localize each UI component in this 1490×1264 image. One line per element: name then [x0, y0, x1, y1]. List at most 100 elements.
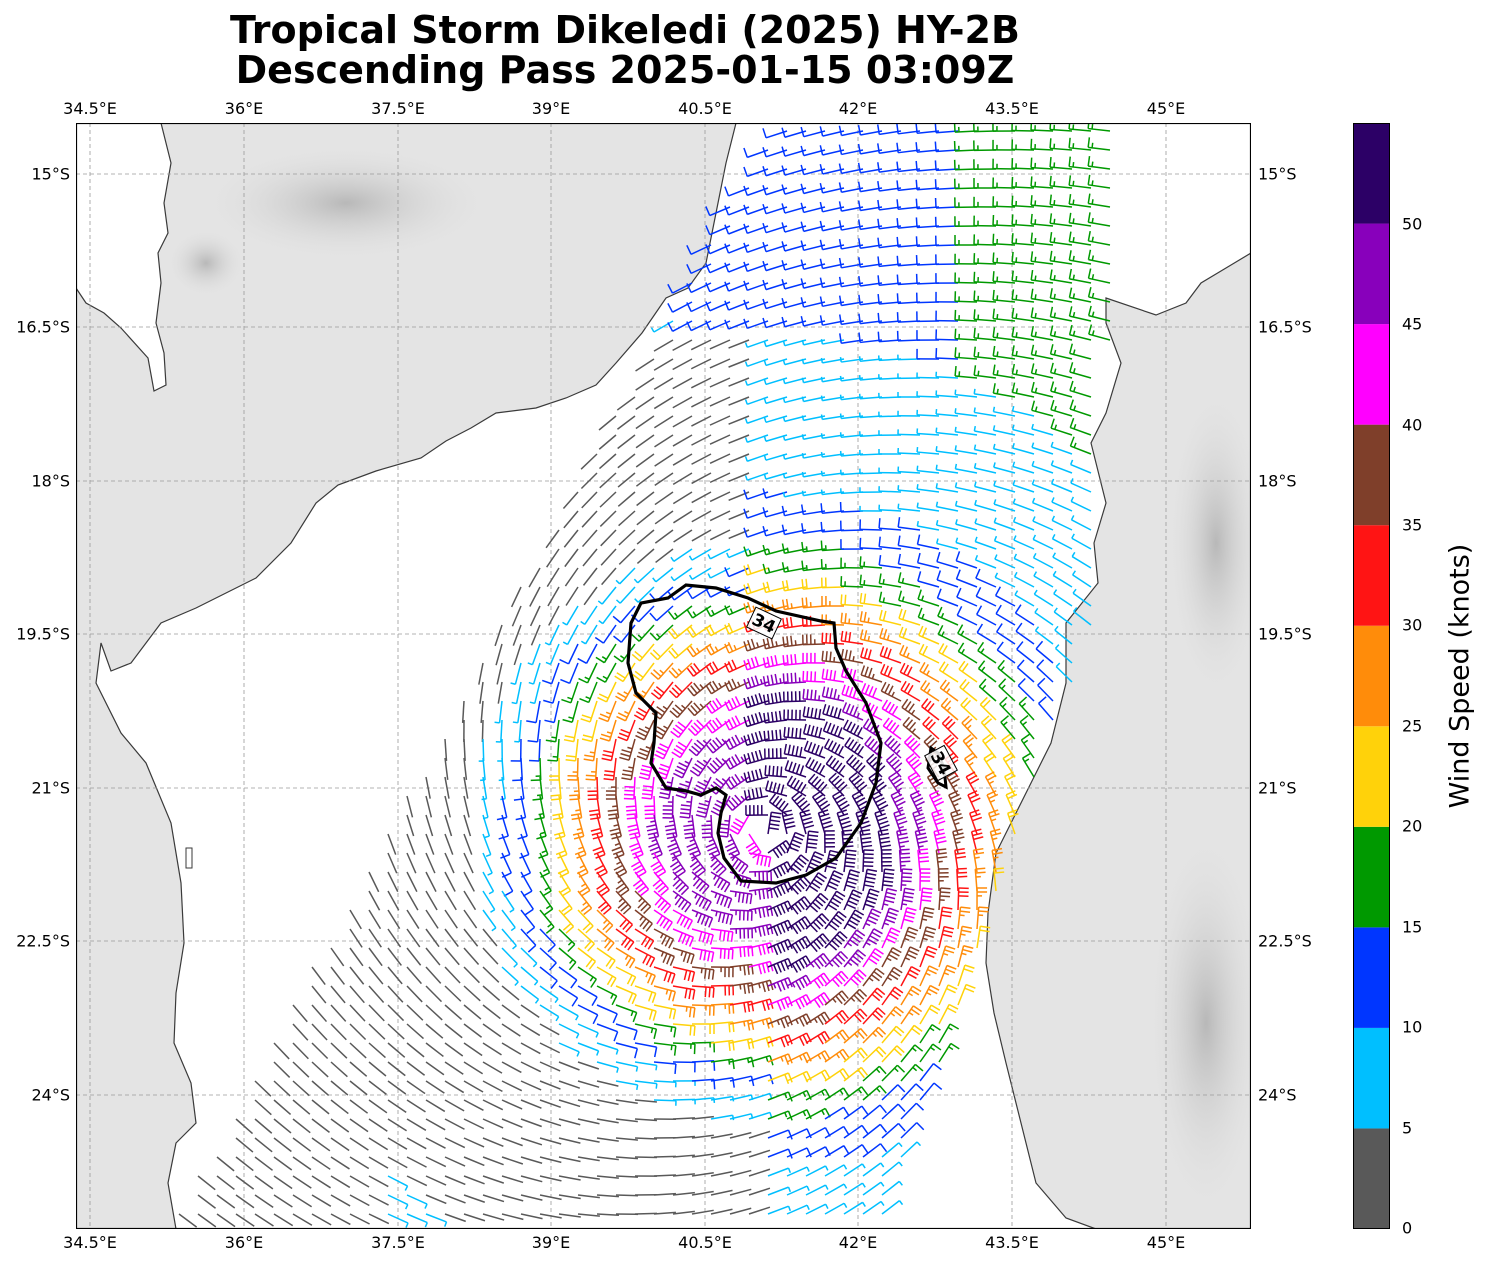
- wind-barb: [368, 909, 382, 930]
- wind-barb-feather: [632, 864, 643, 871]
- wind-barb: [292, 1004, 308, 1023]
- wind-barb-feather: [911, 965, 921, 972]
- wind-barb-feather: [787, 1167, 792, 1174]
- wind-barb: [1037, 684, 1054, 702]
- wind-barb-feather: [1022, 752, 1032, 759]
- wind-barb: [556, 738, 560, 761]
- wind-barb-feather: [938, 643, 945, 653]
- wind-barb-feather: [664, 937, 671, 947]
- wind-barb: [406, 928, 421, 948]
- wind-barb-feather: [1069, 380, 1074, 391]
- wind-barb-feather: [621, 773, 633, 777]
- wind-barb-feather: [874, 990, 883, 999]
- wind-barb-feather: [634, 1048, 639, 1059]
- wind-barb: [330, 966, 346, 985]
- wind-barb: [406, 947, 422, 966]
- wind-barb-feather: [734, 734, 741, 745]
- wind-barb-feather: [988, 793, 999, 800]
- wind-barb-feather: [992, 406, 996, 412]
- wind-barb-feather: [940, 697, 949, 707]
- wind-barb-feather: [697, 913, 703, 924]
- wind-barb: [387, 909, 401, 930]
- wind-barb-feather: [1072, 330, 1076, 336]
- wind-barb: [349, 909, 362, 930]
- wind-barb-feather: [765, 1056, 769, 1062]
- wind-barb-feather: [543, 699, 554, 704]
- wind-barb-feather: [810, 776, 819, 785]
- wind-barb: [802, 624, 826, 627]
- wind-barb-feather: [836, 781, 845, 790]
- wind-barb-feather: [743, 242, 748, 253]
- wind-barb-feather: [827, 904, 838, 911]
- wind-barb-feather: [947, 1026, 953, 1031]
- wind-barb-feather: [1011, 289, 1015, 300]
- wind-barb-feather: [861, 1124, 869, 1135]
- wind-barb: [639, 643, 655, 662]
- wind-barb-feather: [542, 890, 552, 897]
- wind-barb: [729, 1169, 752, 1177]
- wind-barb: [940, 705, 959, 721]
- wind-barb: [558, 795, 564, 818]
- wind-barb-feather: [897, 535, 901, 546]
- wind-barb-feather: [727, 838, 733, 843]
- wind-barb: [973, 243, 997, 246]
- wind-barb: [387, 1061, 406, 1077]
- wind-barb: [709, 472, 731, 484]
- wind-barb-feather: [838, 276, 843, 287]
- wind-barb-feather: [862, 1201, 866, 1207]
- wind-barb-feather: [496, 816, 507, 821]
- wind-barb-feather: [696, 719, 705, 728]
- wind-barb-feather: [773, 983, 777, 989]
- wind-barb: [387, 1118, 407, 1132]
- wind-barb-feather: [668, 630, 676, 640]
- wind-barb-feather: [744, 380, 748, 386]
- wind-barb: [596, 1118, 619, 1124]
- wind-barb-feather: [816, 781, 825, 790]
- wind-barb-feather: [836, 797, 846, 804]
- wind-barb: [501, 795, 508, 818]
- wind-barb-feather: [806, 689, 809, 700]
- wind-barb: [1015, 612, 1035, 626]
- wind-barb: [1088, 202, 1111, 208]
- wind-barb: [710, 1170, 733, 1177]
- wind-barb: [937, 615, 959, 626]
- wind-barb: [501, 852, 512, 874]
- wind-barb: [349, 1042, 367, 1059]
- wind-barb-feather: [911, 1047, 917, 1052]
- wind-barb-feather: [1091, 311, 1095, 317]
- wind-barb-feather: [813, 998, 821, 1009]
- wind-barb-feather: [613, 864, 624, 871]
- wind-barb-feather: [781, 316, 786, 327]
- wind-barb-feather: [794, 653, 797, 665]
- wind-barb: [615, 1080, 638, 1086]
- wind-barb-feather: [1087, 268, 1092, 279]
- wind-barb-feather: [834, 976, 843, 985]
- wind-barb: [387, 852, 398, 874]
- wind-barb-feather: [512, 721, 518, 724]
- wind-barb-feather: [973, 365, 977, 376]
- wind-barb: [617, 453, 636, 469]
- wind-barb-feather: [947, 721, 956, 730]
- wind-barb: [996, 631, 1016, 645]
- wind-barb: [349, 1099, 369, 1114]
- wind-barb-feather: [1011, 382, 1016, 393]
- wind-barb: [974, 485, 997, 493]
- wind-barb: [783, 681, 807, 685]
- wind-barb-feather: [793, 779, 800, 790]
- wind-barb-feather: [1022, 721, 1028, 726]
- wind-barb-feather: [570, 813, 582, 817]
- wind-barb-feather: [709, 934, 714, 945]
- wind-barb: [936, 487, 959, 493]
- wind-barb-feather: [743, 565, 748, 576]
- wind-barb: [926, 776, 940, 797]
- wind-barb-feather: [784, 1036, 790, 1046]
- wind-barb-feather: [848, 686, 854, 697]
- wind-barb: [975, 540, 997, 550]
- wind-barb: [786, 1185, 808, 1196]
- wind-barb: [1051, 501, 1073, 512]
- wind-barb: [653, 909, 673, 923]
- wind-barb: [558, 871, 572, 892]
- wind-barb-feather: [883, 647, 889, 658]
- wind-barb-feather: [853, 743, 861, 753]
- wind-barb: [997, 667, 1016, 683]
